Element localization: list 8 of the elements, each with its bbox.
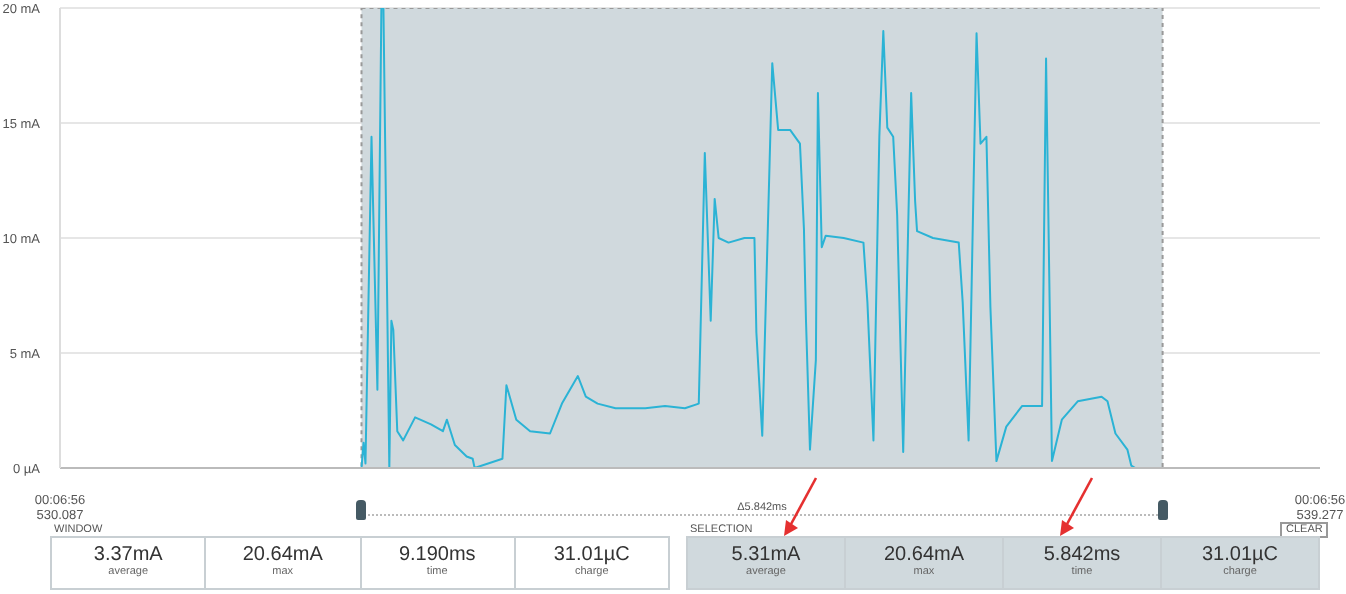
- text: 5.842ms: [1041, 544, 1123, 566]
- text: 5.31mA: [729, 544, 803, 566]
- text: 20.64mA: [881, 544, 967, 566]
- text: 20.64mA: [240, 544, 325, 566]
- text: 9.190ms: [396, 544, 478, 566]
- text: 31.01µC: [1199, 544, 1280, 566]
- text: 3.37mA: [91, 544, 165, 566]
- text: 31.01µC: [551, 544, 632, 566]
